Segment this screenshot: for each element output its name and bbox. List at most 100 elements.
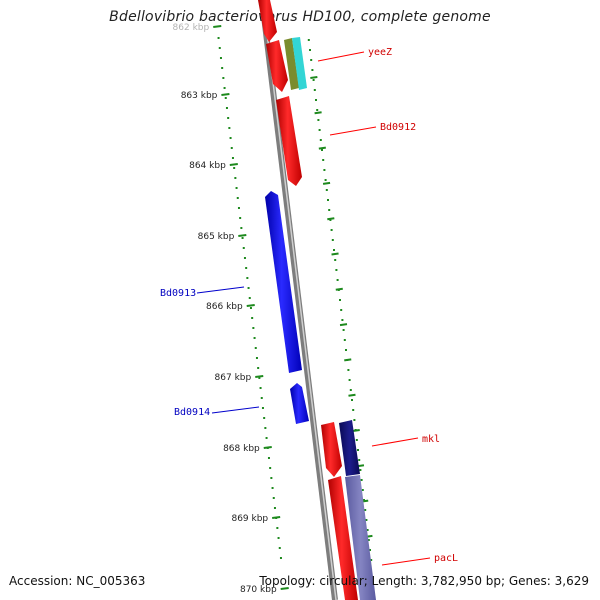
track-dot bbox=[248, 297, 251, 299]
track-dot bbox=[339, 299, 341, 301]
label-bd0914[interactable]: Bd0914 bbox=[174, 407, 210, 418]
minor-tick bbox=[310, 76, 318, 79]
track-dot bbox=[254, 347, 257, 349]
track-dot bbox=[263, 417, 266, 419]
track-dot bbox=[261, 407, 264, 409]
map-title: Bdellovibrio bacteriovorus HD100, comple… bbox=[109, 9, 491, 25]
major-tick bbox=[229, 163, 238, 166]
track-dot bbox=[365, 519, 368, 521]
track-dot bbox=[245, 267, 248, 269]
track-dot bbox=[335, 269, 338, 271]
minor-tick bbox=[327, 217, 335, 221]
track-dot bbox=[272, 497, 275, 499]
gene-navy[interactable] bbox=[339, 420, 360, 476]
genome-backbone bbox=[259, 0, 338, 600]
label-bd0912[interactable]: Bd0912 bbox=[380, 122, 416, 133]
major-tick bbox=[263, 446, 272, 449]
gene-yeez-olive[interactable] bbox=[284, 38, 299, 90]
track-dot bbox=[222, 77, 225, 79]
minor-tick bbox=[348, 393, 356, 397]
label-mkl[interactable]: mkl bbox=[422, 434, 440, 445]
label-bd0913[interactable]: Bd0913 bbox=[160, 288, 196, 299]
track-dot bbox=[311, 69, 314, 71]
track-dot bbox=[324, 179, 327, 181]
gene-slate[interactable] bbox=[345, 475, 376, 600]
minor-tick bbox=[352, 429, 360, 432]
track-dot bbox=[260, 397, 263, 399]
tick-label: 863 kbp bbox=[181, 91, 218, 101]
label-pacl[interactable]: pacL bbox=[434, 553, 458, 564]
track-dot bbox=[265, 437, 268, 439]
gene-pacl[interactable] bbox=[328, 476, 358, 600]
gene-red-yeez-left[interactable] bbox=[266, 40, 288, 92]
track-dot bbox=[343, 339, 346, 341]
gene-bd0914[interactable] bbox=[290, 383, 309, 424]
track-dot bbox=[312, 79, 315, 81]
track-dot bbox=[366, 529, 369, 531]
track-dot bbox=[367, 539, 370, 541]
major-tick bbox=[238, 234, 247, 237]
gene-bd0912[interactable] bbox=[276, 96, 302, 186]
track-dot bbox=[315, 99, 317, 101]
tick-label: 868 kbp bbox=[223, 444, 260, 454]
track-dot bbox=[225, 107, 228, 109]
tick-label: 865 kbp bbox=[198, 232, 235, 242]
track-dot bbox=[228, 127, 231, 129]
track-dot bbox=[236, 197, 239, 199]
track-dot bbox=[233, 167, 236, 169]
track-dot bbox=[240, 227, 243, 229]
gene-bd0913[interactable] bbox=[265, 191, 302, 373]
gene-top-partial[interactable] bbox=[258, 0, 277, 42]
track-dot bbox=[313, 89, 316, 91]
track-dot bbox=[336, 279, 339, 281]
minor-tick bbox=[318, 146, 326, 150]
track-dot bbox=[249, 307, 252, 309]
track-dot bbox=[255, 357, 258, 359]
track-dot bbox=[278, 547, 281, 549]
track-dot bbox=[316, 109, 319, 111]
track-dot bbox=[352, 409, 355, 411]
track-dot bbox=[323, 169, 326, 171]
track-dot bbox=[269, 467, 272, 469]
track-dot bbox=[331, 239, 334, 241]
track-dot bbox=[219, 57, 222, 59]
tick-label: 866 kbp bbox=[206, 302, 243, 312]
track-dot bbox=[271, 487, 274, 489]
track-dot bbox=[370, 559, 373, 561]
track-dot bbox=[327, 199, 329, 201]
track-dot bbox=[247, 287, 250, 289]
left-dotted-track bbox=[217, 37, 282, 559]
minor-tick bbox=[331, 252, 339, 256]
gene-features bbox=[258, 0, 376, 600]
track-dot bbox=[224, 97, 227, 99]
track-dot bbox=[355, 439, 358, 441]
track-dot bbox=[253, 337, 256, 339]
track-dot bbox=[361, 489, 364, 491]
track-dot bbox=[259, 387, 262, 389]
major-tick bbox=[213, 25, 222, 28]
track-dot bbox=[359, 469, 362, 471]
label-yeez[interactable]: yeeZ bbox=[368, 47, 392, 58]
gene-yeez-cyan[interactable] bbox=[292, 37, 307, 90]
major-tick bbox=[246, 304, 255, 307]
track-dot bbox=[258, 377, 261, 379]
minor-tick bbox=[322, 181, 331, 185]
gene-callouts: yeeZ Bd0912 Bd0913 Bd0914 mkl pacL bbox=[160, 47, 458, 566]
track-dot bbox=[257, 367, 260, 369]
track-dot bbox=[231, 157, 234, 159]
track-dot bbox=[252, 327, 255, 329]
gene-mkl[interactable] bbox=[321, 422, 342, 477]
track-dot bbox=[270, 477, 273, 479]
track-dot bbox=[235, 187, 238, 189]
major-tick bbox=[280, 587, 289, 590]
track-dot bbox=[329, 219, 332, 221]
track-dot bbox=[363, 499, 365, 501]
track-dot bbox=[309, 49, 311, 51]
track-dot bbox=[307, 39, 310, 41]
tick-label: 869 kbp bbox=[231, 514, 268, 524]
track-dot bbox=[328, 209, 331, 211]
track-dot bbox=[234, 177, 237, 179]
track-dot bbox=[341, 319, 344, 321]
genome-summary-text: Topology: circular; Length: 3,782,950 bp… bbox=[259, 574, 589, 588]
